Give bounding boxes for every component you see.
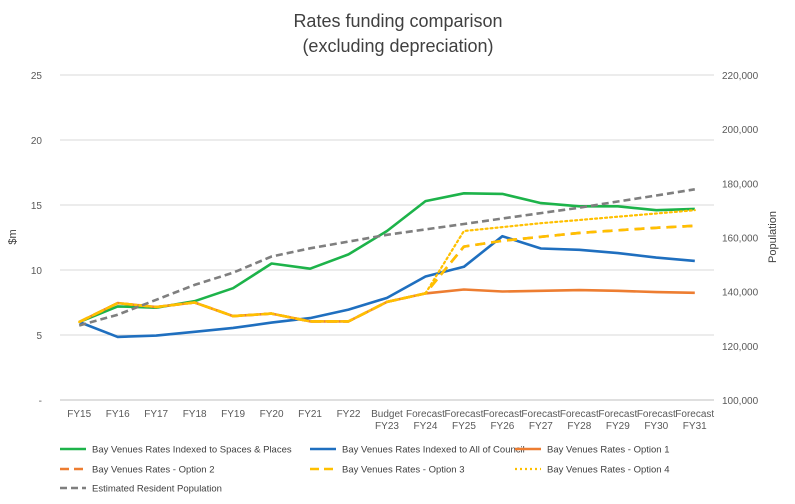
series-lines [78,188,696,339]
legend-label: Estimated Resident Population [92,484,222,495]
y-tick-label: 15 [31,201,43,212]
legend-label: Bay Venues Rates - Option 4 [547,465,670,476]
x-tick-label-line: FY22 [337,409,361,420]
legend-label: Bay Venues Rates - Option 3 [342,465,465,476]
x-tick-label-line: Forecast [521,409,560,420]
x-tick-label-line: FY30 [644,421,668,432]
chart-subtitle: (excluding depreciation) [302,36,493,56]
x-tick-label-line: FY18 [183,409,207,420]
x-tick-label: Forecast FY30 [637,409,676,432]
y2-tick-label: 160,000 [722,234,759,245]
x-tick-label: FY16 [106,409,130,420]
series-line-2 [78,234,695,339]
x-tick-label-line: Forecast [406,409,445,420]
x-tick-label: FY17 [144,409,168,420]
x-tick-label: FY18 [183,409,207,420]
legend-label: Bay Venues Rates - Option 1 [547,445,670,456]
x-tick-label-line: Forecast [560,409,599,420]
x-tick-label-line: FY25 [452,421,476,432]
x-tick-label-line: Forecast [483,409,522,420]
x-tick-label-line: FY26 [490,421,514,432]
series-line-6 [78,209,696,324]
x-tick-label-line: FY29 [606,421,630,432]
chart-title: Rates funding comparison [293,11,502,31]
x-tick-label: FY20 [260,409,284,420]
x-tick-label: Forecast FY26 [483,409,522,432]
x-tick-label-line: FY16 [106,409,130,420]
y-tick-label: 10 [31,266,43,277]
y-tick-label: - [39,396,42,407]
x-tick-label-line: Forecast [637,409,676,420]
x-tick-label-line: FY21 [298,409,322,420]
x-tick-label-line: Forecast [444,409,483,420]
x-tick-label-line: FY31 [683,421,707,432]
y2-tick-label: 200,000 [722,125,759,136]
y2-tick-label: 180,000 [722,179,759,190]
legend-label: Bay Venues Rates Indexed to All of Counc… [342,445,525,456]
x-tick-label: FY15 [67,409,91,420]
y-axis-title: $m [7,229,19,244]
series-line-5 [78,224,695,324]
y-tick-label: 5 [36,331,42,342]
x-tick-label-line: FY17 [144,409,168,420]
x-tick-label: FY19 [221,409,245,420]
y2-tick-label: 100,000 [722,396,759,407]
x-tick-label: Budget FY23 [371,409,403,432]
y2-tick-label: 120,000 [722,342,759,353]
x-tick-label-line: FY19 [221,409,245,420]
x-tick-label-line: FY28 [567,421,591,432]
series-line-4 [78,224,695,324]
x-tick-label: Forecast FY28 [560,409,599,432]
legend-label: Bay Venues Rates Indexed to Spaces & Pla… [92,445,292,456]
x-tick-label-line: Forecast [598,409,637,420]
y2-tick-label: 220,000 [722,71,759,82]
x-tick-label: Forecast FY25 [444,409,483,432]
x-tick-label-line: FY15 [67,409,91,420]
series-line-7 [78,188,696,327]
x-tick-label-line: FY27 [529,421,553,432]
x-tick-label-line: Budget [371,409,403,420]
gridlines [60,74,714,401]
x-tick-label: Forecast FY24 [406,409,445,432]
tick-labels: - 5 10 15 20 25 100,000 120,000 140,000 160,000 18… [31,71,759,432]
legend-label: Bay Venues Rates - Option 2 [92,465,215,476]
x-tick-label: Forecast FY27 [521,409,560,432]
y-tick-label: 20 [31,136,43,147]
legend: Bay Venues Rates Indexed to Spaces & Pla… [60,445,670,495]
x-tick-label: FY22 [337,409,361,420]
y2-tick-label: 140,000 [722,288,759,299]
x-tick-label-line: Forecast [675,409,714,420]
x-tick-label: FY21 [298,409,322,420]
y-tick-label: 25 [31,71,43,82]
x-tick-label: Forecast FY31 [675,409,714,432]
y2-axis-title: Population [767,211,779,263]
x-tick-label: Forecast FY29 [598,409,637,432]
x-tick-label-line: FY20 [260,409,284,420]
x-tick-label-line: FY24 [414,421,438,432]
x-tick-label-line: FY23 [375,421,399,432]
